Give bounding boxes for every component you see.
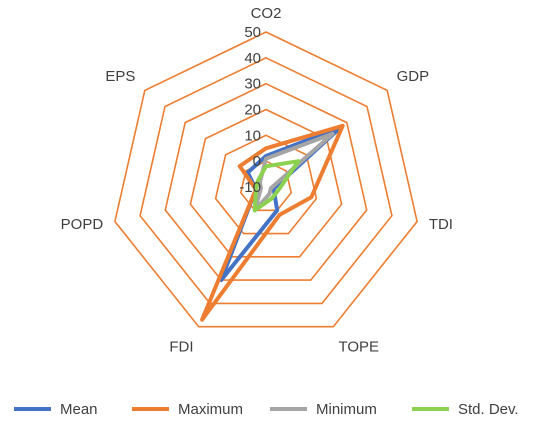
tick-label: 10 xyxy=(244,127,261,144)
axis-labels: CO2 GDP TDI TOPE FDI POPD EPS xyxy=(61,5,453,355)
axis-label-eps: EPS xyxy=(105,68,135,85)
tick-label: 20 xyxy=(244,102,261,119)
series-line-maximum xyxy=(200,123,345,322)
radar-grid xyxy=(114,31,418,328)
tick-label: 0 xyxy=(253,153,261,170)
series-line-minimum xyxy=(252,131,335,213)
axis-label-gdp: GDP xyxy=(397,68,430,85)
tick-label: -10 xyxy=(239,179,261,196)
axis-label-co2: CO2 xyxy=(251,5,282,22)
series-group xyxy=(200,123,345,322)
grid-ring xyxy=(189,108,343,258)
legend-label: Mean xyxy=(60,401,98,418)
axis-label-tdi: TDI xyxy=(429,216,453,233)
axis-label-popd: POPD xyxy=(61,216,104,233)
legend: Mean Maximum Minimum Std. Dev. xyxy=(14,401,519,418)
legend-label: Minimum xyxy=(316,401,377,418)
grid-ring xyxy=(139,56,393,305)
tick-label: 30 xyxy=(244,76,261,93)
series-line-std-dev xyxy=(252,159,301,213)
grid-ring xyxy=(114,31,418,328)
legend-label: Maximum xyxy=(178,401,243,418)
tick-label: 50 xyxy=(244,24,261,41)
tick-label: 40 xyxy=(244,50,261,67)
legend-label: Std. Dev. xyxy=(458,401,519,418)
axis-label-fdi: FDI xyxy=(169,338,193,355)
tick-labels: -10 0 10 20 30 40 50 xyxy=(239,24,261,196)
grid-ring xyxy=(164,82,368,281)
axis-label-tope: TOPE xyxy=(338,338,379,355)
